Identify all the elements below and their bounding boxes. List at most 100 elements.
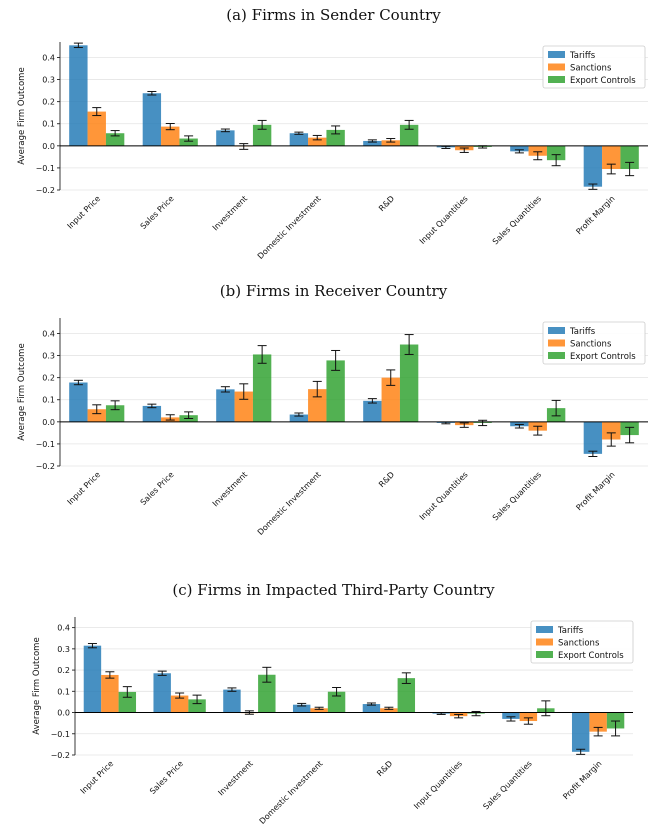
legend-swatch [536, 626, 553, 633]
bar-tariffs [571, 712, 590, 752]
legend-label: Export Controls [570, 352, 636, 362]
legend-swatch [548, 76, 565, 83]
y-tick-label: 0.1 [42, 120, 55, 129]
y-axis-label: Average Firm Outcome [32, 637, 42, 734]
x-tick-label: Input Price [79, 759, 116, 796]
bar-export-controls [179, 138, 198, 146]
bar-sanctions [589, 712, 607, 732]
x-tick-label: Input Quantities [418, 194, 470, 246]
bar-tariffs [153, 673, 171, 713]
chart-title: (a) Firms in Sender Country [226, 6, 441, 24]
legend-label: Export Controls [570, 76, 636, 86]
y-tick-label: −0.1 [36, 164, 55, 173]
bar-sanctions [381, 140, 400, 146]
bar-export-controls [620, 145, 639, 170]
bar-export-controls [105, 133, 125, 146]
legend-swatch [536, 651, 553, 658]
x-tick-label: Domestic Investment [256, 194, 323, 261]
bar-sanctions [602, 145, 621, 170]
bar-export-controls [606, 712, 625, 729]
legend-box [542, 45, 646, 89]
x-tick-label: Profit Margin [574, 470, 616, 512]
legend: Tariffs Sanctions Export Controls [530, 620, 634, 664]
chart-panel-3: (c) Firms in Impacted Third-Party Countr… [32, 581, 634, 826]
y-tick-label: 0.0 [42, 418, 55, 427]
bar-sanctions [234, 391, 253, 422]
y-tick-label: 0.4 [42, 53, 55, 62]
bar-sanctions [380, 708, 398, 713]
bar-sanctions [308, 389, 327, 422]
bar-export-controls [399, 124, 419, 146]
x-tick-label: R&D [377, 470, 396, 489]
x-tick-label: Profit Margin [574, 194, 616, 236]
y-tick-label: −0.2 [36, 186, 55, 195]
x-tick-label: Input Price [66, 470, 103, 507]
y-tick-label: 0.1 [42, 396, 55, 405]
y-tick-label: 0.3 [57, 645, 70, 654]
y-axis-label: Average Firm Outcome [17, 343, 27, 440]
y-axis-label: Average Firm Outcome [17, 67, 27, 164]
x-tick-label: Investment [216, 759, 254, 797]
bar-export-controls [327, 691, 346, 713]
x-tick-label: Sales Quantities [481, 759, 533, 811]
bar-tariffs [583, 145, 603, 187]
y-tick-label: 0.3 [42, 76, 55, 85]
bar-tariffs [216, 130, 235, 146]
bar-tariffs [292, 704, 311, 713]
bar-export-controls [258, 674, 276, 713]
chart-panel-1: (a) Firms in Sender Country 0.4 0.3 0.2 0.1 0… [17, 6, 648, 261]
legend: Tariffs Sanctions Export Controls [542, 321, 646, 365]
legend-label: Sanctions [558, 639, 600, 649]
bar-tariffs [83, 645, 102, 713]
bar-tariffs [363, 140, 382, 146]
x-tick-label: Profit Margin [561, 759, 603, 801]
bar-tariffs [69, 45, 88, 146]
legend-label: Tariffs [569, 327, 596, 337]
bar-export-controls [397, 678, 416, 713]
legend-label: Sanctions [570, 340, 612, 350]
x-tick-label: Sales Price [148, 759, 185, 796]
legend-box [530, 620, 634, 664]
bar-tariffs [510, 145, 529, 152]
bar-export-controls [399, 344, 419, 422]
y-tick-label: −0.2 [36, 462, 55, 471]
x-tick-label: Sales Quantities [491, 194, 543, 246]
x-tick-label: Sales Quantities [491, 470, 543, 522]
chart-title: (c) Firms in Impacted Third-Party Countr… [172, 581, 495, 599]
legend-label: Tariffs [569, 51, 596, 61]
legend-swatch [536, 638, 553, 646]
legend-label: Sanctions [570, 64, 612, 74]
x-tick-label: Input Price [66, 194, 103, 231]
legend-swatch [548, 327, 565, 334]
x-tick-label: R&D [375, 759, 394, 778]
y-tick-label: 0.2 [42, 98, 55, 107]
y-tick-label: 0.4 [42, 329, 55, 338]
bar-export-controls [326, 129, 345, 146]
legend-box [542, 321, 646, 365]
x-tick-label: Investment [211, 470, 249, 508]
bar-sanctions [528, 145, 547, 156]
y-tick-label: −0.1 [36, 440, 55, 449]
y-tick-label: 0.1 [57, 687, 70, 696]
bar-sanctions [602, 421, 621, 440]
bar-tariffs [363, 400, 382, 422]
legend-swatch [548, 63, 565, 71]
bar-export-controls [252, 354, 272, 422]
x-tick-label: Input Quantities [418, 470, 470, 522]
bar-sanctions [87, 111, 106, 146]
y-tick-label: 0.3 [42, 352, 55, 361]
bar-export-controls [252, 124, 272, 146]
legend-swatch [548, 51, 565, 58]
y-tick-label: −0.1 [51, 730, 70, 739]
bar-tariffs [502, 712, 520, 719]
x-tick-label: Input Quantities [412, 759, 464, 811]
x-tick-label: Domestic Investment [256, 470, 323, 537]
bar-tariffs [216, 389, 235, 422]
bar-tariffs [289, 133, 309, 146]
bar-tariffs [362, 704, 381, 713]
bar-export-controls [546, 145, 566, 161]
x-tick-label: Sales Price [139, 194, 176, 231]
legend: Tariffs Sanctions Export Controls [542, 45, 646, 89]
bar-sanctions [161, 126, 180, 146]
